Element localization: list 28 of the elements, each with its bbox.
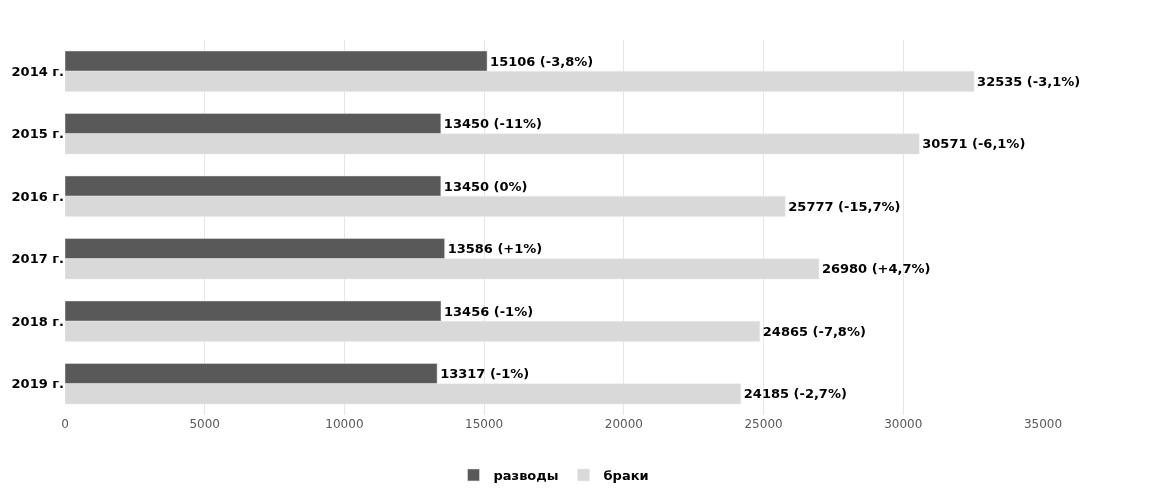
y-tick-label: 2015 г. [11,126,64,142]
data-label: 13317 (-1%) [440,366,530,382]
data-label: 13450 (0%) [443,178,528,194]
data-label: 13456 (-1%) [444,303,534,319]
y-tick-label: 2019 г. [11,376,64,392]
data-label: 15106 (-3,8%) [490,53,594,69]
data-label: 24865 (-7,8%) [762,323,866,339]
data-label: 13586 (+1%) [447,241,543,257]
y-tick-label: 2014 г. [11,63,64,79]
x-tick-label: 30000 [884,417,923,431]
data-label: 24185 (-2,7%) [743,386,847,402]
data-label: 26980 (+4,7%) [821,261,931,277]
data-label: 30571 (-6,1%) [922,136,1026,152]
x-tick-label: 25000 [744,417,783,431]
legend-label: разводы [493,468,559,484]
y-tick-label: 2018 г. [11,313,64,329]
legend-label: браки [603,468,649,484]
y-tick-label: 2017 г. [11,251,64,267]
data-label: 25777 (-15,7%) [788,198,901,214]
x-tick-label: 0 [61,417,69,431]
x-tick-label: 35000 [1023,417,1063,431]
data-label: 13450 (-11%) [443,116,542,132]
x-tick-label: 20000 [604,417,643,431]
x-tick-label: 15000 [465,417,504,431]
data-label: 32535 (-3,1%) [977,73,1081,89]
x-tick-label: 5000 [189,417,220,431]
y-tick-label: 2016 г. [11,188,64,204]
x-tick-label: 10000 [325,417,364,431]
